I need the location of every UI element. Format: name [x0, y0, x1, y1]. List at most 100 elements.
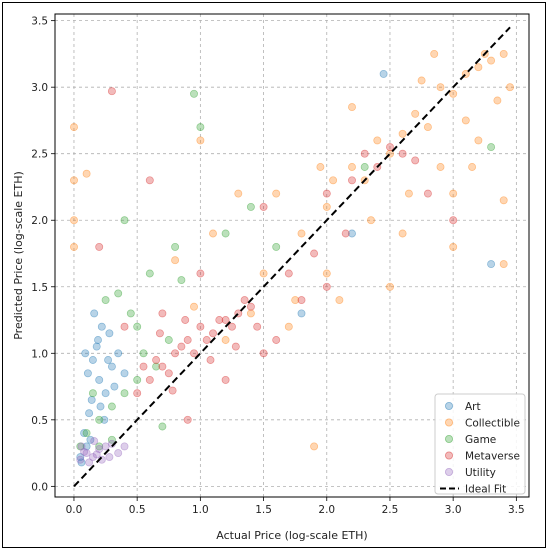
- point-metaverse-6: [221, 316, 230, 324]
- figure-frame: [2, 2, 546, 548]
- x-tick-label-2: 1.0: [192, 504, 209, 516]
- point-collectible-34: [82, 169, 91, 178]
- point-collectible-15: [493, 96, 502, 105]
- point-art-26: [96, 402, 105, 411]
- x-tick-label-0: 0.0: [66, 504, 83, 516]
- point-utility-3: [95, 445, 104, 454]
- point-art-25: [81, 349, 90, 358]
- y-tick-label-4: 2.0: [31, 215, 48, 227]
- point-art-21: [487, 260, 496, 269]
- x-axis-ticks: 0.0 0.5 1.0 1.5 2.0 2.5 3.0 3.5: [66, 497, 525, 516]
- series-utility: [76, 437, 129, 467]
- point-utility-1: [82, 449, 91, 458]
- point-utility-0: [76, 455, 85, 464]
- point-utility-12: [120, 442, 129, 451]
- point-metaverse-19: [139, 362, 148, 371]
- point-metaverse-22: [386, 143, 394, 152]
- point-game-7: [126, 309, 135, 318]
- point-collectible-2: [436, 83, 445, 92]
- point-utility-8: [80, 447, 89, 456]
- point-collectible-51: [404, 189, 413, 198]
- y-tick-label-2: 1.0: [31, 348, 48, 360]
- point-metaverse-24: [411, 156, 420, 165]
- point-collectible-44: [209, 229, 217, 238]
- point-art-4: [92, 342, 101, 351]
- point-collectible-32: [70, 242, 78, 251]
- point-collectible-21: [259, 269, 268, 278]
- point-metaverse-15: [228, 322, 236, 331]
- point-art-24: [77, 458, 86, 467]
- legend-marker-game: [444, 434, 453, 443]
- point-metaverse-45: [168, 386, 177, 395]
- point-metaverse-1: [158, 362, 167, 371]
- point-art-13: [87, 395, 96, 404]
- point-metaverse-40: [95, 242, 104, 251]
- point-game-25: [76, 442, 85, 451]
- point-collectible-46: [430, 49, 439, 58]
- point-game-24: [177, 276, 186, 285]
- point-utility-2: [88, 453, 97, 462]
- point-art-10: [80, 429, 89, 438]
- plot-area-border: [54, 13, 530, 498]
- point-collectible-50: [316, 163, 325, 171]
- point-collectible-39: [449, 242, 458, 251]
- x-tick-label-7: 3.5: [508, 504, 525, 516]
- point-metaverse-26: [322, 282, 331, 291]
- point-metaverse-36: [449, 216, 458, 225]
- point-collectible-43: [348, 103, 356, 112]
- point-metaverse-38: [183, 415, 192, 424]
- point-collectible-28: [461, 116, 470, 125]
- point-collectible-8: [297, 229, 306, 238]
- point-art-22: [348, 229, 356, 238]
- point-collectible-23: [474, 136, 483, 145]
- point-metaverse-35: [423, 189, 432, 198]
- point-metaverse-11: [177, 342, 186, 351]
- point-collectible-5: [499, 49, 508, 58]
- point-metaverse-31: [145, 176, 154, 185]
- legend-marker-utility: [444, 467, 453, 476]
- point-game-5: [101, 296, 110, 305]
- point-art-16: [120, 369, 129, 378]
- point-game-20: [360, 163, 369, 171]
- point-collectible-37: [310, 442, 319, 451]
- point-metaverse-49: [155, 329, 164, 338]
- point-collectible-42: [272, 189, 281, 198]
- point-collectible-14: [348, 163, 356, 171]
- point-metaverse-5: [209, 329, 217, 338]
- point-art-20: [379, 69, 388, 78]
- point-collectible-22: [436, 163, 445, 171]
- legend-marker-art: [444, 401, 453, 410]
- legend: Art Collectible Game Metaverse Utility Ideal …: [434, 393, 526, 496]
- point-metaverse-33: [259, 202, 268, 211]
- point-game-14: [190, 89, 198, 98]
- point-utility-14: [90, 437, 99, 446]
- point-metaverse-29: [259, 349, 268, 358]
- point-metaverse-25: [348, 176, 356, 185]
- point-collectible-41: [499, 260, 508, 269]
- point-art-5: [95, 375, 104, 384]
- point-metaverse-3: [183, 336, 192, 344]
- point-art-15: [110, 382, 119, 391]
- point-art-6: [97, 322, 106, 331]
- point-utility-6: [85, 458, 94, 467]
- point-game-13: [171, 242, 180, 251]
- point-metaverse-44: [341, 229, 350, 238]
- point-collectible-17: [449, 189, 458, 198]
- point-game-23: [158, 422, 167, 431]
- legend-label-collectible: Collectible: [465, 418, 520, 430]
- point-art-0: [76, 453, 85, 462]
- point-metaverse-8: [246, 302, 255, 311]
- y-tick-label-3: 1.5: [31, 282, 48, 294]
- legend-box: [434, 393, 526, 495]
- point-collectible-19: [335, 296, 344, 305]
- point-metaverse-43: [310, 249, 319, 258]
- legend-label-utility: Utility: [465, 467, 496, 479]
- point-game-12: [145, 269, 154, 278]
- point-metaverse-12: [190, 349, 198, 358]
- point-game-8: [88, 389, 97, 398]
- y-tick-label-0: 0.0: [31, 481, 48, 493]
- point-metaverse-9: [152, 356, 161, 364]
- point-metaverse-34: [322, 189, 331, 198]
- y-axis-ticks: 0.0 0.5 1.0 1.5 2.0 2.5 3.0 3.5: [31, 16, 55, 493]
